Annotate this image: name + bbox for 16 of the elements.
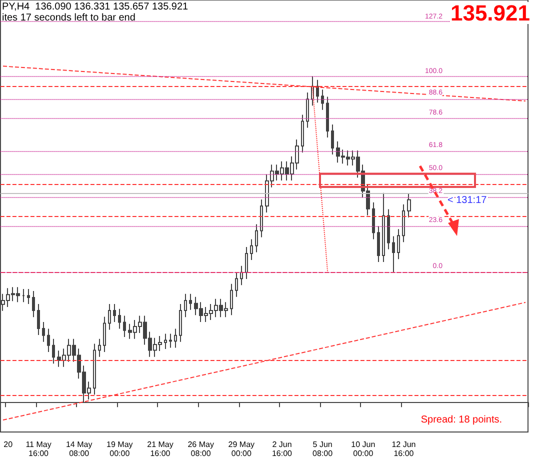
x-tick-label: 21 May 16:00: [147, 440, 174, 458]
text: ites 17 seconds left to bar end: [2, 12, 136, 24]
x-tick-label: 5 Jun 08:00: [312, 440, 334, 458]
x-tick-label: 29 May 00:00: [228, 440, 255, 458]
text: PY,H4 136.090 136.331 135.657 135.921: [2, 2, 189, 12]
x-tick-label: 19 May 00:00: [106, 440, 133, 458]
x-tick-label: 26 May 08:00: [188, 440, 214, 458]
x-tick-label: 10 Jun 00:00: [351, 440, 376, 458]
annotation: < 131:17: [448, 195, 488, 206]
text: Spread: 18 points.: [420, 414, 502, 426]
x-tick-label: 2 Jun 16:00: [272, 440, 293, 458]
x-tick-label: 12 Jun 16:00: [392, 440, 416, 458]
x-tick-label: 14 May 08:00: [66, 440, 92, 458]
text: 135.921: [450, 0, 530, 26]
x-tick-label: 11 May 16:00: [26, 440, 52, 458]
x-tick-label: 20: [4, 440, 14, 449]
